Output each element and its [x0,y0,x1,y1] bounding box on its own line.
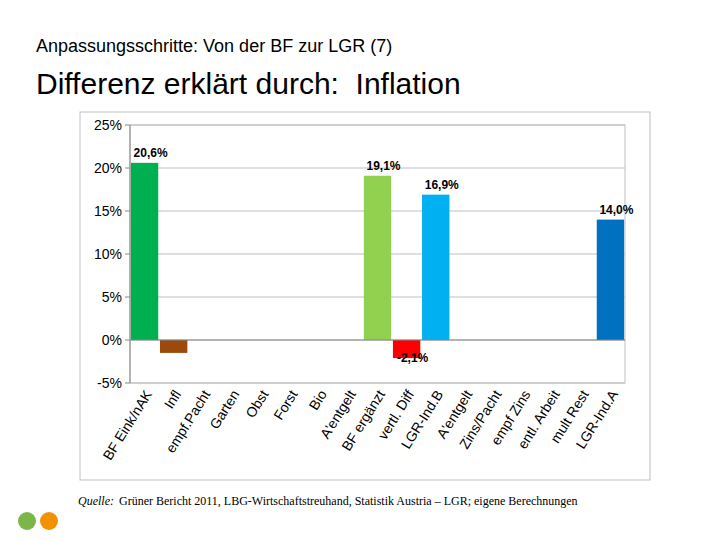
category-label: Garten [206,387,242,432]
category-label: BF ergänzt [338,387,388,454]
plot-frame [130,125,625,383]
category-label: empf.Pacht [162,387,213,456]
tick-label: 20% [94,160,122,176]
data-label: -2,1% [397,351,429,365]
tick-label: 0% [102,332,122,348]
chart-frame [80,112,650,480]
bar [131,163,158,340]
logo [40,512,58,530]
logo [18,512,36,530]
category-label: LGR-Ind.B [398,387,447,452]
tick-mark [125,340,130,341]
data-label: 20,6% [134,146,168,160]
source-text: Grüner Bericht 2011, LBG-Wirtschaftstreu… [119,494,578,508]
category-label: Obst [242,387,271,421]
category-label: BF Eink/nAK [99,387,155,463]
bar [422,195,449,340]
data-label: 16,9% [425,178,459,192]
y-axis [130,125,131,383]
x-axis [130,340,625,341]
data-label: 19,1% [366,159,400,173]
tick-mark [125,383,130,384]
source-label: Quelle: [78,494,114,508]
category-label: LGR-Ind.A [572,387,621,452]
tick-mark [125,211,130,212]
subtitle: Anpassungsschritte: Von der BF zur LGR (… [36,36,392,56]
bars [131,163,624,358]
source: Quelle: Grüner Bericht 2011, LBG-Wirtscha… [78,494,578,508]
title: Differenz erklärt durch: Inflation [36,67,461,100]
tick-label: 25% [94,117,122,133]
tick-label: 10% [94,246,122,262]
bar [597,220,624,340]
tick-label: 15% [94,203,122,219]
category-label: Bio [306,387,330,413]
tick-mark [125,125,130,126]
tick-label: 5% [102,289,122,305]
grid-line [130,340,625,341]
bar [364,176,391,340]
tick-mark [125,168,130,169]
tick-mark [125,254,130,255]
tick-mark [125,297,130,298]
data-label: 14,0% [599,203,633,217]
category-label: Forst [270,387,301,423]
category-label: Infl [161,387,184,411]
tick-label: -5% [97,375,122,391]
page: Anpassungsschritte: Von der BF zur LGR (… [0,0,720,540]
bar [160,340,187,353]
